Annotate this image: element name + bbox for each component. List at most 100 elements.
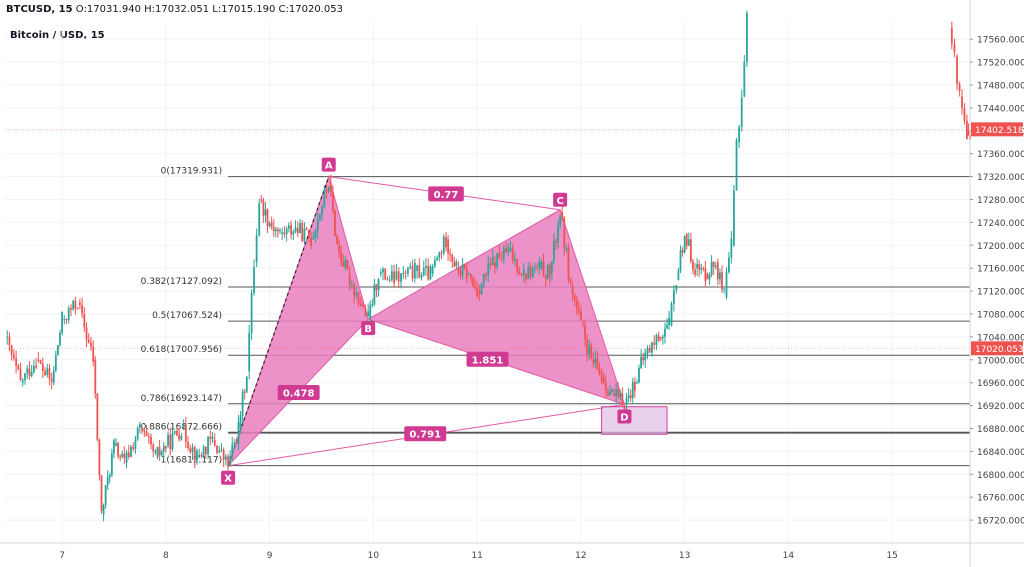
candle-body [472,278,474,286]
candle-body [598,370,601,375]
y-tick-label: 17040.000 [977,333,1024,343]
candle-body [258,203,261,236]
candle-body [407,267,409,274]
candle-body [173,430,176,434]
candle-body [353,284,355,296]
candle-body [482,273,485,284]
close-label: C: [278,4,289,15]
candle-body [619,393,622,397]
candle-body [478,291,481,295]
candle-body [164,445,167,449]
candle-body [373,284,376,305]
candle-body [158,447,161,456]
candle-body [200,455,203,457]
candle-body [712,261,715,267]
candle-body [331,191,334,211]
candle-body [250,292,253,333]
candle-body [390,271,393,280]
candle-body [48,368,51,379]
candle-body [738,126,741,143]
candle-body [65,319,68,321]
candle-body [299,223,301,234]
candle-body [323,189,326,207]
candle-body [303,228,306,242]
candle-body [393,271,396,284]
candle-body [314,230,317,238]
candle-body [588,345,591,354]
ratio-label: 0.478 [283,388,315,399]
candle-body [559,216,562,226]
candle-body [33,365,35,372]
candle-body [540,261,543,269]
candle-body [61,311,63,333]
ratio-labels: 0.77 0.478 1.851 0.791 [277,186,509,442]
candle-body [191,447,194,453]
y-tick-label: 17360.000 [977,150,1024,160]
x-tick-label: 9 [267,551,273,561]
candle-body [429,266,432,280]
candle-body [108,475,111,478]
candle-body [586,339,589,354]
ratio-label: 1.851 [472,355,504,366]
candle-body [546,264,549,279]
candle-body [305,228,308,230]
candle-body [294,227,297,232]
candle-body [467,273,470,275]
candle-body [119,456,122,458]
candle-body [681,250,684,253]
candle-body [673,290,675,305]
candle-body [121,453,124,457]
candle-body [548,264,551,277]
candle-body [92,346,95,362]
y-tick-label: 17320.000 [977,173,1024,183]
candle-body [227,456,229,468]
candle-body [967,130,970,136]
candle-body [721,272,723,290]
candle-body [463,264,466,269]
candle-body [422,267,425,276]
candle-body [500,258,503,260]
candle-body [24,373,26,381]
candle-body [28,368,31,377]
candle-body [958,83,961,91]
pattern-point-a: A [325,161,333,172]
candle-body [698,263,701,270]
candle-body [661,336,664,339]
candle-body [94,359,97,394]
candle-body [728,257,730,272]
candle-body [248,332,251,372]
candle-body [670,304,673,326]
candle-body [507,247,510,253]
candle-body [340,251,343,262]
candle-body [455,261,458,267]
candle-body [220,449,223,451]
candle-body [262,199,265,216]
candle-body [17,365,20,370]
candle-body [520,273,523,276]
candle-body [522,269,525,276]
candle-body [451,254,454,262]
candle-body [193,447,196,461]
candle-body [677,270,680,280]
candle-body [657,335,660,342]
candle-body [386,279,389,281]
candle-body [469,273,472,279]
candle-body [296,228,299,234]
candle-body [83,313,86,328]
candle-body [87,339,90,343]
candle-body [245,376,248,393]
candle-body [496,253,499,268]
prz-box [601,406,668,435]
candle-body [648,347,651,353]
candle-body [287,225,290,229]
candle-body [498,253,501,259]
candle-body [708,275,711,280]
candle-body [553,240,555,262]
candle-body [375,284,378,291]
chart-header: BTCUSD, 15 O:17031.940 H:17032.051 L:170… [6,4,343,15]
candle-body [692,261,694,270]
candle-body [567,248,570,279]
candle-body [636,382,638,384]
candle-body [716,262,719,280]
